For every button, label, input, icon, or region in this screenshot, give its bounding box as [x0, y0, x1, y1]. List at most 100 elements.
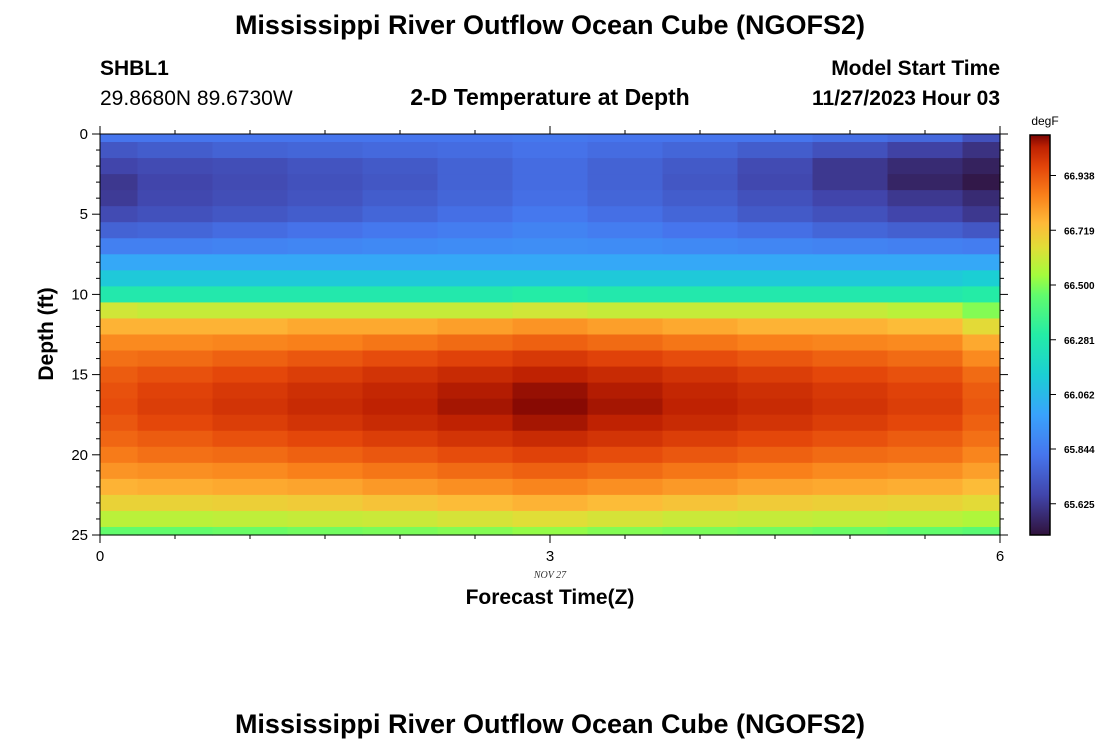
heatmap-cell [812, 366, 889, 384]
x-tick-labels: 0 3 6 [96, 548, 1004, 565]
heatmap-cell [962, 430, 1001, 448]
heatmap-cell [662, 142, 739, 159]
colorbar-ticks: 66.938 66.719 66.500 66.281 66.062 65.844 65.6… [1050, 172, 1095, 511]
colorbar-tick-label: 66.062 [1064, 391, 1095, 402]
heatmap-cell [212, 526, 289, 536]
heatmap-cell [100, 190, 139, 207]
heatmap-cell [287, 382, 364, 400]
heatmap-cell [962, 254, 1001, 271]
heatmap-cell [362, 302, 439, 320]
heatmap-cell [212, 190, 289, 207]
heatmap-cell [887, 478, 964, 496]
heatmap-cell [137, 254, 214, 271]
heatmap-cell [962, 318, 1001, 336]
heatmap-cells [100, 134, 1001, 536]
heatmap-cell [362, 334, 439, 352]
heatmap-cell [137, 446, 214, 464]
heatmap-cell [962, 478, 1001, 496]
heatmap-cell [362, 478, 439, 496]
heatmap-cell [100, 254, 139, 271]
heatmap-cell [812, 414, 889, 432]
heatmap-cell [137, 430, 214, 448]
heatmap-cell [362, 446, 439, 464]
heatmap-cell [662, 350, 739, 368]
station-id: SHBL1 [100, 57, 169, 80]
heatmap-cell [587, 446, 664, 464]
heatmap-cell [812, 446, 889, 464]
heatmap-cell [812, 134, 889, 143]
heatmap-cell [812, 302, 889, 320]
heatmap-cell [137, 350, 214, 368]
heatmap-cell [100, 382, 139, 400]
heatmap-cell [887, 414, 964, 432]
y-tick-label: 0 [80, 126, 88, 143]
heatmap-cell [662, 462, 739, 480]
heatmap-cell [212, 174, 289, 191]
heatmap-cell [287, 134, 364, 143]
heatmap-cell [512, 494, 589, 512]
heatmap-cell [100, 398, 139, 416]
heatmap-cell [212, 158, 289, 175]
heatmap-cell [100, 158, 139, 175]
heatmap-cell [362, 318, 439, 336]
heatmap-cell [137, 206, 214, 223]
heatmap-cell [212, 334, 289, 352]
heatmap-cell [212, 238, 289, 255]
heatmap-cell [287, 526, 364, 536]
heatmap-cell [512, 134, 589, 143]
heatmap-cell [137, 494, 214, 512]
heatmap-cell [887, 526, 964, 536]
heatmap-cell [212, 462, 289, 480]
heatmap-cell [662, 446, 739, 464]
heatmap-cell [100, 302, 139, 320]
x-tick-label: 6 [996, 548, 1004, 565]
heatmap-cell [437, 350, 514, 368]
heatmap-cell [812, 142, 889, 159]
heatmap-cell [962, 366, 1001, 384]
heatmap-cell [887, 382, 964, 400]
heatmap-cell [737, 430, 814, 448]
heatmap-cell [812, 286, 889, 304]
heatmap-cell [812, 350, 889, 368]
heatmap-cell [812, 158, 889, 175]
heatmap-cell [437, 382, 514, 400]
heatmap-cell [212, 286, 289, 304]
heatmap-cell [812, 510, 889, 528]
heatmap-cell [887, 446, 964, 464]
heatmap-cell [437, 366, 514, 384]
heatmap-cell [887, 302, 964, 320]
heatmap-cell [512, 382, 589, 400]
x-tick-label: 3 [546, 548, 554, 565]
heatmap-cell [737, 462, 814, 480]
heatmap-cell [512, 414, 589, 432]
heatmap-cell [137, 238, 214, 255]
heatmap-cell [437, 134, 514, 143]
heatmap-cell [812, 238, 889, 255]
heatmap-cell [362, 414, 439, 432]
heatmap-cell [100, 238, 139, 255]
heatmap-cell [287, 446, 364, 464]
heatmap-cell [137, 286, 214, 304]
heatmap-cell [587, 318, 664, 336]
heatmap-cell [137, 526, 214, 536]
heatmap-cell [887, 134, 964, 143]
heatmap-cell [437, 238, 514, 255]
heatmap-cell [212, 478, 289, 496]
heatmap-cell [737, 446, 814, 464]
heatmap-cell [287, 478, 364, 496]
heatmap-cell [887, 318, 964, 336]
heatmap-cell [100, 286, 139, 304]
heatmap-cell [212, 430, 289, 448]
heatmap-cell [587, 382, 664, 400]
heatmap-cell [287, 254, 364, 271]
heatmap-cell [100, 462, 139, 480]
heatmap-cell [212, 350, 289, 368]
heatmap-cell [737, 510, 814, 528]
heatmap-cell [662, 334, 739, 352]
heatmap-cell [212, 398, 289, 416]
heatmap-cell [587, 254, 664, 271]
heatmap-cell [587, 206, 664, 223]
heatmap-cell [887, 430, 964, 448]
heatmap-cell [137, 174, 214, 191]
heatmap-cell [287, 270, 364, 287]
